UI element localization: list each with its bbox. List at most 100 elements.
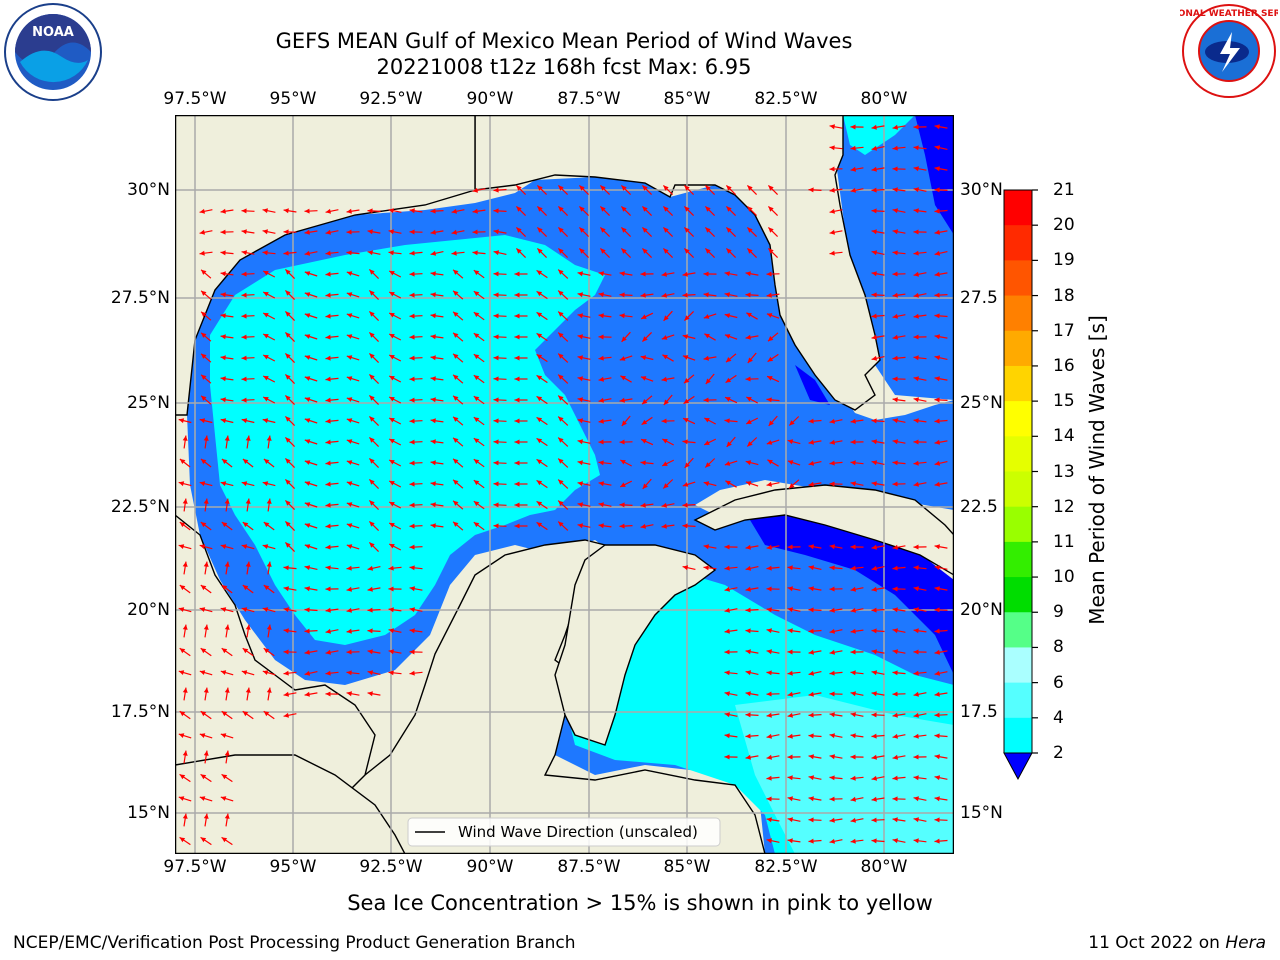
wind-wave-arrowhead [241, 229, 247, 235]
wind-wave-arrowhead [663, 227, 669, 233]
wind-wave-arrowhead [493, 229, 499, 235]
noaa-logo-text: NOAA [32, 25, 74, 40]
wind-wave-arrowhead [369, 479, 375, 485]
wind-wave-arrowhead [304, 607, 310, 613]
wind-wave-arrowhead [850, 124, 856, 130]
wind-wave-arrowhead [766, 313, 773, 318]
wind-wave-arrowhead [493, 418, 499, 424]
wind-wave-arrowhead [787, 754, 793, 760]
wind-wave-arrowhead [642, 399, 648, 405]
wind-wave-arrowhead [913, 481, 919, 487]
wind-wave-arrowhead [262, 481, 269, 487]
wind-wave-arrowhead [179, 837, 186, 843]
wind-wave-arrowhead [684, 248, 690, 254]
wind-wave-arrowhead [747, 185, 753, 191]
wind-wave-arrowhead [182, 561, 188, 567]
wind-wave-arrowhead [766, 544, 772, 550]
wind-wave-arrowhead [577, 355, 583, 361]
wind-wave-arrowhead [409, 334, 415, 340]
wind-wave-arrowhead [663, 399, 669, 405]
wind-wave-arrowhead [241, 334, 247, 340]
lat-label-right: 30°N [960, 180, 1003, 200]
wind-wave-arrowhead [178, 733, 185, 738]
wind-wave-arrowhead [220, 376, 226, 382]
wind-wave-arrowhead [808, 691, 814, 697]
chart-subtitle: 20221008 t12z 168h fcst Max: 6.95 [376, 55, 752, 79]
wind-wave-arrowhead [430, 355, 436, 361]
wind-wave-arrowhead [745, 670, 752, 676]
wind-wave-arrowhead [325, 376, 331, 382]
wind-wave-arrowhead [829, 796, 835, 802]
wind-wave-arrowhead [493, 271, 499, 277]
wind-wave-arrowhead [430, 292, 436, 298]
wind-wave-arrowhead [241, 397, 247, 403]
wind-wave-arrowhead [808, 418, 814, 424]
wind-wave-arrowhead [598, 418, 604, 424]
wind-wave-arrowhead [703, 544, 709, 550]
colorbar-tick-label: 8 [1053, 637, 1064, 658]
wind-wave-arrowhead [934, 271, 940, 277]
wind-wave-arrowhead [724, 544, 730, 550]
wind-wave-arrowhead [620, 460, 626, 465]
wind-wave-arrowhead [598, 376, 604, 382]
deep-water-patch [750, 510, 954, 675]
gulf-map: Wind Wave Direction (unscaled) [175, 115, 954, 854]
wind-wave-arrowhead [766, 271, 772, 277]
wind-wave-arrowhead [241, 355, 247, 361]
wind-wave-arrowhead [199, 481, 206, 487]
wind-wave-arrowhead [934, 586, 940, 592]
lon-label-bottom: 87.5°W [557, 857, 621, 877]
wind-wave-arrowhead [913, 460, 919, 466]
wind-wave-arrowhead [892, 376, 898, 382]
wind-wave-arrowhead [514, 355, 520, 361]
wind-wave-arrowhead [388, 628, 394, 634]
wind-wave-arrowhead [325, 691, 331, 697]
wind-wave-arrowhead [829, 187, 835, 193]
wind-wave-arrowhead [913, 586, 919, 592]
wind-wave-arrowhead [389, 334, 395, 339]
colorbar-tick-label: 21 [1053, 180, 1075, 200]
wind-wave-arrowhead [536, 438, 543, 444]
wind-wave-arrowhead [829, 691, 835, 697]
wind-wave-arrowhead [178, 481, 185, 487]
colorbar-segment [1004, 717, 1032, 754]
wind-wave-arrowhead [367, 586, 373, 592]
wind-wave-arrowhead [263, 355, 269, 360]
wind-wave-arrowhead [829, 586, 835, 592]
wind-wave-arrowhead [536, 417, 543, 423]
wind-wave-arrowhead [182, 624, 188, 630]
wind-wave-arrowhead [745, 460, 752, 466]
wind-wave-arrowhead [871, 271, 877, 277]
wind-wave-arrowhead [285, 311, 291, 317]
wind-wave-arrowhead [871, 607, 877, 613]
wind-wave-arrowhead [367, 565, 374, 571]
wind-wave-arrowhead [767, 376, 773, 381]
wind-wave-arrowhead [346, 544, 353, 549]
wind-wave-arrowhead [892, 460, 898, 466]
wind-wave-arrowhead [369, 269, 375, 275]
wind-wave-arrowhead [598, 355, 604, 361]
wind-wave-arrowhead [409, 376, 415, 382]
wind-wave-arrowhead [304, 439, 311, 444]
colorbar-segment [1004, 506, 1032, 543]
wind-wave-arrowhead [703, 271, 709, 277]
wind-wave-arrowhead [829, 229, 835, 235]
caribbean-water-light [735, 695, 954, 854]
wind-wave-arrowhead [829, 481, 835, 487]
wind-wave-arrowhead [369, 458, 375, 464]
wind-wave-arrowhead [829, 628, 835, 634]
wind-wave-arrowhead [558, 500, 564, 506]
wind-wave-arrowhead [934, 733, 940, 739]
wind-wave-arrowhead [724, 418, 730, 424]
wind-wave-arrowhead [703, 481, 710, 487]
wind-wave-arrowhead [285, 437, 291, 443]
wind-wave-arrowhead [598, 271, 604, 277]
colorbar-segment [1004, 190, 1032, 226]
wind-wave-arrowhead [577, 376, 583, 382]
wind-wave-arrowhead [283, 565, 289, 571]
colorbar-tick-label: 11 [1053, 531, 1075, 552]
wind-wave-arrowhead [892, 481, 898, 487]
wind-wave-arrowhead [724, 292, 730, 298]
wind-wave-arrowhead [892, 418, 898, 424]
wind-wave-arrowhead [663, 483, 669, 489]
